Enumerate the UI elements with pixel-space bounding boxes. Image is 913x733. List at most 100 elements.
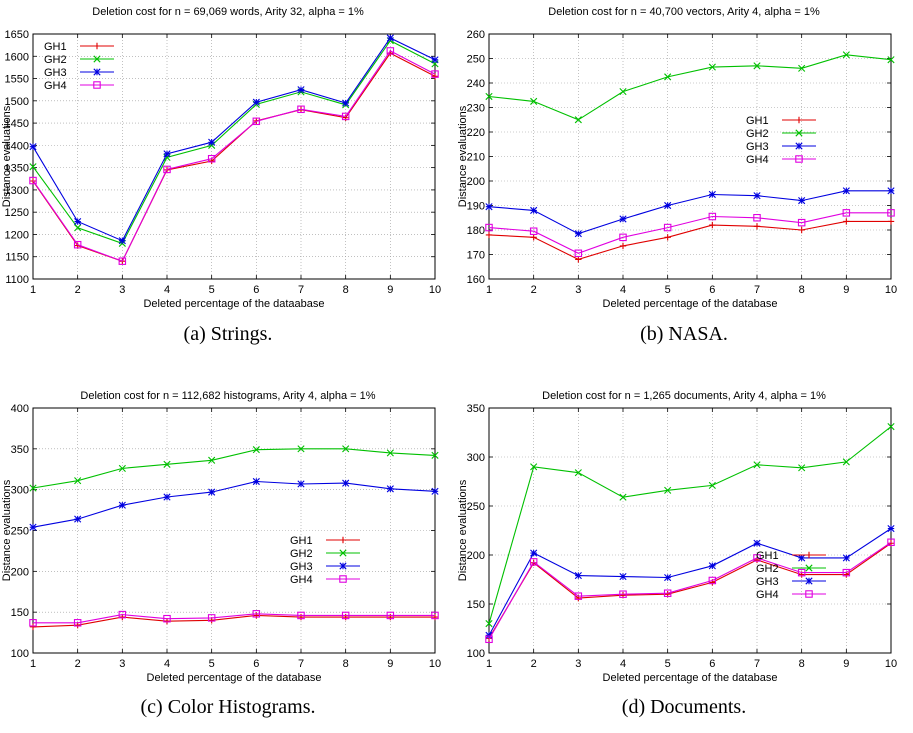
chart-caption: (a) Strings. [183,323,273,345]
chart-title: Deletion cost for n = 40,700 vectors, Ar… [548,6,820,18]
chart-caption: (c) Color Histograms. [140,696,316,718]
x-tick-label: 10 [885,284,897,296]
data-point [386,611,395,620]
x-tick-label: 8 [343,284,349,296]
data-point [619,590,627,598]
chart-svg-strings: 1 2 3 4 5 6 7 8 9 10 1100 1150 1200 1250 1300 1350 1400 1… [1,29,441,310]
data-point [798,464,806,472]
y-tick-label: 1250 [5,207,29,219]
chart-svg-documents: 1 2 3 4 5 6 7 8 9 10 100 150 200 250 300 350 Deleted per… [457,403,897,684]
data-point [708,562,716,570]
x-axis-label: Deleted percentage of the database [603,672,778,684]
grid [33,34,435,279]
legend-marker [795,155,803,163]
x-tick-label: 3 [119,658,125,670]
data-point [29,619,37,627]
data-point [619,87,627,96]
y-tick-label: 1150 [5,252,29,264]
data-point [708,190,716,199]
legend-label: GH4 [290,574,313,586]
data-point [619,242,627,250]
y-tick-label: 1200 [5,229,29,241]
data-point [252,477,260,486]
data-point [664,234,671,241]
legend-label: GH4 [756,589,779,601]
x-tick-label: 1 [486,284,492,296]
data-point [207,614,216,622]
x-tick-label: 7 [298,284,304,296]
data-point [842,51,850,59]
x-tick-label: 9 [387,284,393,296]
data-point [798,197,806,205]
legend-label: GH4 [44,80,67,92]
data-point [797,568,806,577]
series-gh4 [29,610,439,627]
y-tick-label: 1500 [5,96,29,108]
x-tick-label: 7 [754,658,760,670]
legend-label: GH1 [44,41,67,53]
data-point [842,568,851,577]
x-tick-label: 3 [575,284,581,296]
data-point [797,218,806,227]
data-point [753,223,761,230]
data-point [341,112,350,121]
legend-label: GH2 [44,54,67,66]
data-point [574,592,583,600]
data-point [753,192,761,200]
data-point [118,464,126,473]
y-tick-label: 200 [11,566,29,578]
series-line [488,528,892,636]
data-point [431,487,439,495]
y-tick-label: 1100 [5,274,29,286]
y-tick-label: 170 [467,250,485,262]
data-point [485,92,493,101]
data-point [341,611,350,620]
legend-marker [93,68,101,76]
data-point [664,73,672,81]
data-point [708,212,717,221]
data-point [574,571,582,580]
data-point [163,165,171,174]
data-point [386,485,394,493]
data-point [207,154,216,163]
y-tick-label: 1400 [5,140,29,152]
legend-marker [795,142,803,150]
legend-marker [93,81,101,89]
chart-caption: (d) Documents. [621,696,747,718]
data-point [485,631,493,639]
data-point [664,201,672,210]
series-gh4 [485,538,895,644]
data-point [619,233,627,242]
series-gh4 [485,209,895,258]
legend-marker [805,564,813,572]
data-point [29,176,37,185]
x-tick-label: 6 [709,658,715,670]
data-point [574,469,582,477]
y-tick-label: 1650 [5,29,29,41]
y-tick-label: 1450 [5,118,29,130]
series-gh3 [29,477,439,531]
x-tick-label: 1 [486,658,492,670]
data-point [29,163,37,171]
data-point [74,217,82,226]
y-tick-label: 1600 [5,51,29,63]
data-point [252,610,261,618]
data-point [842,209,851,217]
chart-title: Deletion cost for n = 69,069 words, Arit… [92,6,364,18]
data-point [887,524,895,533]
data-point [342,445,350,453]
data-point [887,423,895,431]
data-point [29,523,37,531]
legend-label: GH4 [746,154,769,166]
x-tick-label: 2 [75,284,81,296]
data-point [297,480,305,488]
y-tick-label: 1300 [5,185,29,197]
data-point [529,227,538,235]
data-point [118,257,127,265]
series-line [488,220,891,260]
data-point [163,150,171,158]
data-point [664,573,672,582]
data-point [708,63,716,71]
x-tick-label: 5 [209,284,215,296]
